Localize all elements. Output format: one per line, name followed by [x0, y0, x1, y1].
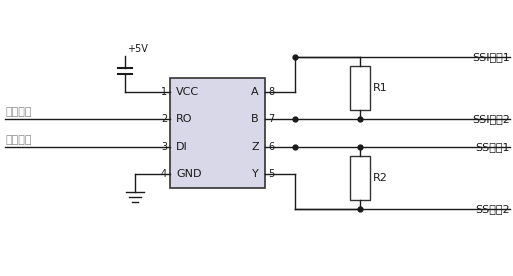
Text: GND: GND	[176, 169, 202, 179]
Text: 8: 8	[268, 87, 274, 97]
Text: 5: 5	[268, 169, 274, 179]
Text: R2: R2	[373, 173, 388, 183]
Text: 7: 7	[268, 114, 274, 124]
Text: +5V: +5V	[127, 44, 148, 54]
Text: Z: Z	[251, 142, 259, 152]
Text: SS时钟1: SS时钟1	[476, 142, 510, 152]
Text: R1: R1	[373, 83, 388, 93]
Text: 数据发送: 数据发送	[5, 135, 31, 145]
Text: SSI数据2: SSI数据2	[472, 114, 510, 124]
Bar	[170, 78, 265, 188]
Bar	[350, 156, 370, 200]
Bar	[350, 66, 370, 110]
Text: DI: DI	[176, 142, 188, 152]
Text: RO: RO	[176, 114, 192, 124]
Text: SSI数据1: SSI数据1	[472, 52, 510, 62]
Text: 3: 3	[161, 142, 167, 152]
Text: 数据接收: 数据接收	[5, 107, 31, 117]
Text: 4: 4	[161, 169, 167, 179]
Text: Y: Y	[252, 169, 259, 179]
Text: SS时钟2: SS时钟2	[476, 204, 510, 214]
Text: B: B	[251, 114, 259, 124]
Text: 6: 6	[268, 142, 274, 152]
Text: 2: 2	[161, 114, 167, 124]
Text: VCC: VCC	[176, 87, 199, 97]
Text: A: A	[251, 87, 259, 97]
Text: 1: 1	[161, 87, 167, 97]
